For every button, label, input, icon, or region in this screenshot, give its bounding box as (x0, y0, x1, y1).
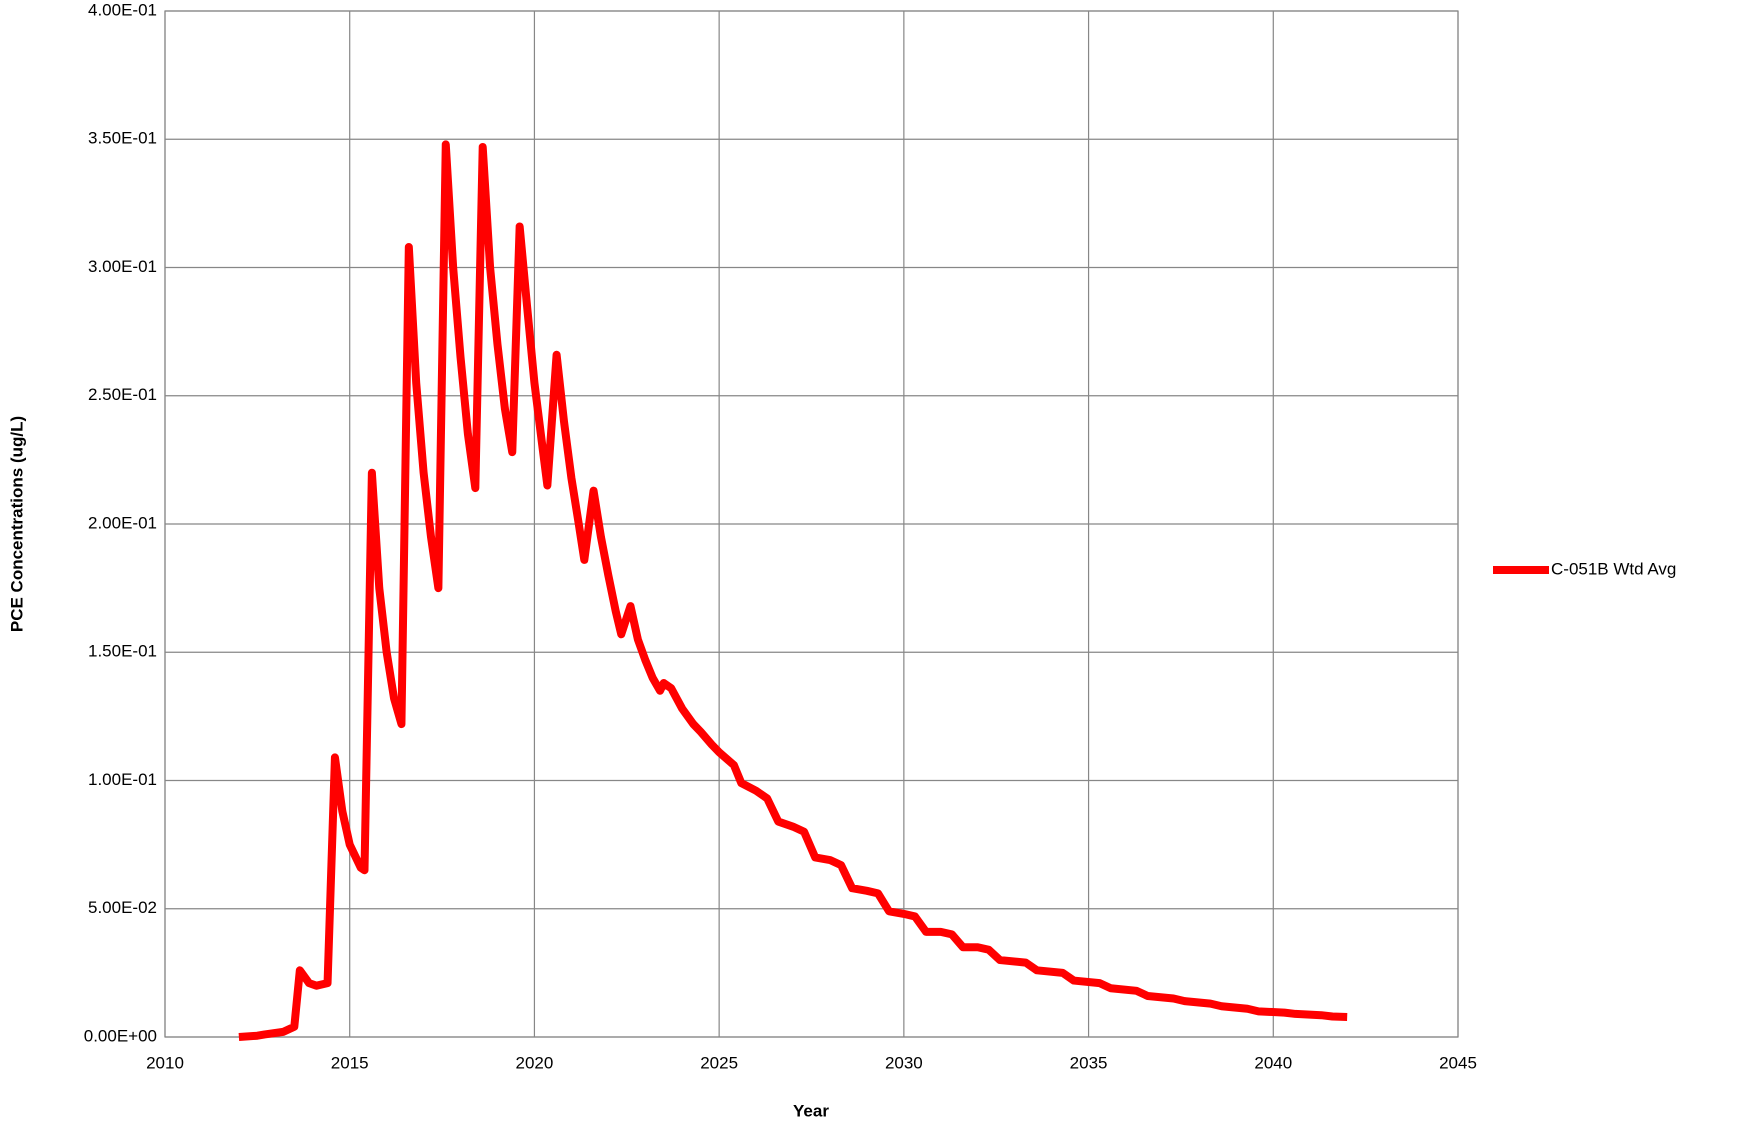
y-tick-label: 1.00E-01 (88, 770, 157, 789)
x-tick-label: 2010 (146, 1053, 184, 1072)
x-axis-label: Year (793, 1101, 829, 1120)
y-tick-label: 3.00E-01 (88, 257, 157, 276)
x-tick-label: 2040 (1254, 1053, 1292, 1072)
x-tick-label: 2045 (1439, 1053, 1477, 1072)
y-tick-label: 4.00E-01 (88, 0, 157, 19)
y-tick-label: 0.00E+00 (84, 1026, 157, 1045)
x-tick-label: 2015 (331, 1053, 369, 1072)
y-axis-label: PCE Concentrations (ug/L) (7, 416, 26, 632)
y-tick-label: 1.50E-01 (88, 642, 157, 661)
y-tick-label: 2.00E-01 (88, 513, 157, 532)
y-tick-label: 5.00E-02 (88, 898, 157, 917)
x-tick-label: 2025 (700, 1053, 738, 1072)
legend-label: C-051B Wtd Avg (1551, 559, 1676, 578)
y-tick-label: 3.50E-01 (88, 129, 157, 148)
x-tick-label: 2035 (1070, 1053, 1108, 1072)
x-tick-label: 2020 (516, 1053, 554, 1072)
data-line (238, 140, 1348, 1041)
x-tick-label: 2030 (885, 1053, 923, 1072)
y-tick-label: 2.50E-01 (88, 385, 157, 404)
plot-border (164, 10, 1459, 1038)
